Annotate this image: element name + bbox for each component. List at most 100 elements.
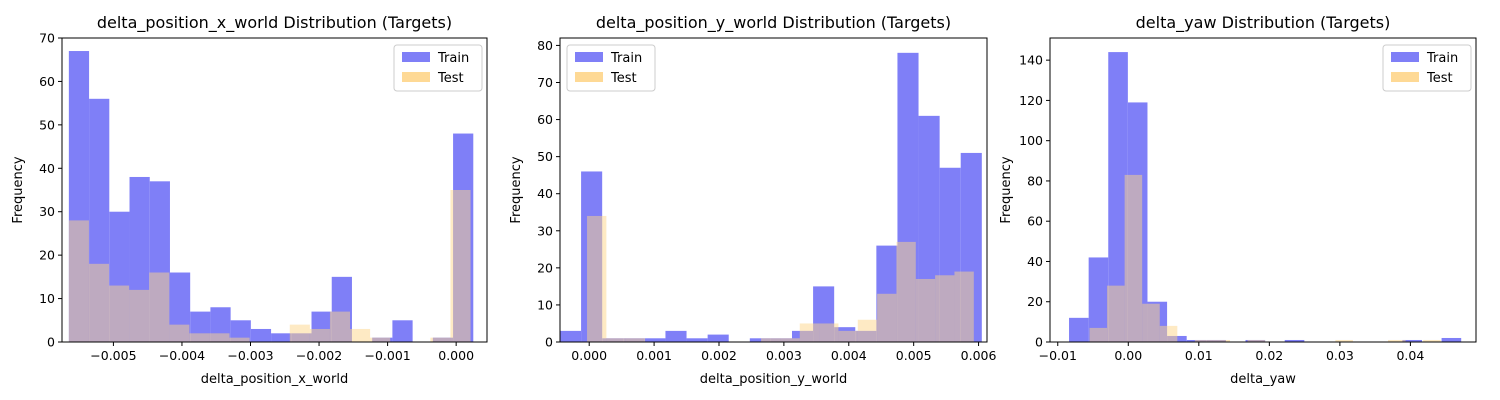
bar-test bbox=[625, 338, 646, 342]
y-tick-label: 20 bbox=[1027, 294, 1043, 309]
bar-test bbox=[915, 278, 936, 342]
x-tick-label: 0.000 bbox=[438, 348, 474, 363]
y-tick-label: 100 bbox=[1019, 133, 1043, 148]
legend-swatch-train bbox=[1391, 52, 1419, 62]
bar-test bbox=[761, 338, 781, 342]
bar-train bbox=[560, 330, 582, 342]
y-tick-label: 0 bbox=[545, 335, 553, 350]
bar-test bbox=[1423, 339, 1441, 342]
bar-train bbox=[1088, 257, 1109, 342]
bar-test bbox=[1247, 339, 1266, 342]
bar-test bbox=[838, 330, 858, 342]
x-axis-label: delta_yaw bbox=[1230, 372, 1296, 387]
x-tick-label: −0.003 bbox=[227, 348, 273, 363]
legend-swatch-train bbox=[575, 52, 603, 62]
axes-frame bbox=[559, 37, 988, 343]
bar-test bbox=[209, 333, 230, 342]
bar-test bbox=[229, 337, 250, 342]
bar-test bbox=[129, 289, 150, 342]
bar-train bbox=[210, 307, 231, 342]
bar-test bbox=[1159, 325, 1178, 342]
bar-test bbox=[1194, 339, 1213, 342]
y-tick-label: 140 bbox=[1019, 53, 1043, 68]
x-tick-label: 0.04 bbox=[1396, 348, 1424, 363]
x-axis-label: delta_position_x_world bbox=[201, 372, 348, 387]
bar-train bbox=[392, 320, 413, 342]
legend-label-train: Train bbox=[1426, 51, 1458, 66]
bar-test bbox=[309, 328, 330, 342]
x-tick-label: 0.01 bbox=[1185, 348, 1213, 363]
x-tick-label: 0.00 bbox=[1114, 348, 1142, 363]
y-axis-label: Frequency bbox=[999, 156, 1014, 223]
x-tick-label: 0.03 bbox=[1326, 348, 1354, 363]
bar-train bbox=[644, 338, 666, 342]
y-tick-label: 20 bbox=[39, 248, 55, 263]
bar-test bbox=[189, 333, 210, 342]
y-tick-label: 50 bbox=[39, 117, 55, 132]
bar-test bbox=[350, 328, 371, 342]
series-test-bars bbox=[1089, 174, 1441, 342]
y-tick-label: 0 bbox=[47, 335, 55, 350]
x-axis-label: delta_position_y_world bbox=[700, 372, 847, 387]
x-tick-label: 0.02 bbox=[1255, 348, 1283, 363]
bar-test bbox=[896, 241, 916, 342]
bar-train bbox=[1069, 317, 1089, 342]
bar-train bbox=[707, 334, 729, 342]
bar-test bbox=[1335, 339, 1353, 342]
y-tick-label: 40 bbox=[39, 161, 55, 176]
bar-train bbox=[1284, 339, 1305, 342]
bar-test bbox=[88, 263, 110, 342]
y-tick-label: 80 bbox=[537, 38, 553, 53]
bar-test bbox=[370, 337, 391, 342]
bar-test bbox=[819, 323, 839, 342]
y-tick-label: 120 bbox=[1019, 93, 1043, 108]
bar-train bbox=[271, 333, 292, 342]
x-tick-label: −0.001 bbox=[364, 348, 410, 363]
legend-label-test: Test bbox=[437, 71, 464, 86]
y-tick-label: 60 bbox=[537, 112, 553, 127]
y-tick-label: 40 bbox=[1027, 254, 1043, 269]
x-tick-label: −0.004 bbox=[159, 348, 205, 363]
y-tick-label: 40 bbox=[537, 186, 553, 201]
bar-train bbox=[1402, 339, 1422, 342]
y-tick-label: 0 bbox=[1035, 335, 1043, 350]
chart-panel-1: −0.005 −0.004 −0.003 −0.002 −0.001 0.000 0 10 20… bbox=[11, 13, 488, 387]
bar-test bbox=[109, 285, 130, 342]
bar-test bbox=[149, 272, 170, 342]
y-tick-label: 10 bbox=[39, 291, 55, 306]
legend: Train Test bbox=[1382, 44, 1472, 92]
bar-test bbox=[935, 275, 955, 342]
bar-test bbox=[1388, 339, 1406, 342]
y-tick-label: 30 bbox=[537, 223, 553, 238]
bar-train bbox=[1441, 337, 1462, 342]
x-tick-label: 0.001 bbox=[636, 348, 672, 363]
legend-swatch-test bbox=[1391, 72, 1419, 82]
bar-test bbox=[857, 319, 878, 342]
series-test-bars bbox=[68, 190, 471, 342]
bar-test bbox=[1107, 285, 1125, 342]
bar-test bbox=[606, 338, 626, 342]
bar-test bbox=[1142, 303, 1160, 342]
x-tick-label: 0.000 bbox=[571, 348, 607, 363]
legend-label-train: Train bbox=[610, 51, 642, 66]
y-tick-label: 50 bbox=[537, 149, 553, 164]
bar-test bbox=[877, 293, 897, 342]
y-tick-label: 70 bbox=[537, 75, 553, 90]
x-tick-label: 0.003 bbox=[766, 348, 802, 363]
x-tick-label: 0.005 bbox=[896, 348, 932, 363]
y-axis-label: Frequency bbox=[11, 156, 26, 223]
y-tick-label: 20 bbox=[537, 260, 553, 275]
axes-frame bbox=[1049, 37, 1477, 343]
x-tick-label: 0.004 bbox=[831, 348, 867, 363]
x-tick-label: −0.005 bbox=[90, 348, 136, 363]
bar-test bbox=[1212, 339, 1230, 342]
bar-test bbox=[954, 271, 974, 342]
x-tick-label: −0.01 bbox=[1039, 348, 1077, 363]
chart-title: delta_yaw Distribution (Targets) bbox=[1136, 13, 1391, 33]
legend-swatch-test bbox=[402, 72, 430, 82]
axes-frame bbox=[61, 37, 488, 343]
chart-panel-2: 0.000 0.001 0.002 0.003 0.004 0.005 0.006 0 10 20… bbox=[509, 13, 996, 387]
y-tick-label: 80 bbox=[1027, 173, 1043, 188]
x-tick-label: 0.006 bbox=[961, 348, 997, 363]
